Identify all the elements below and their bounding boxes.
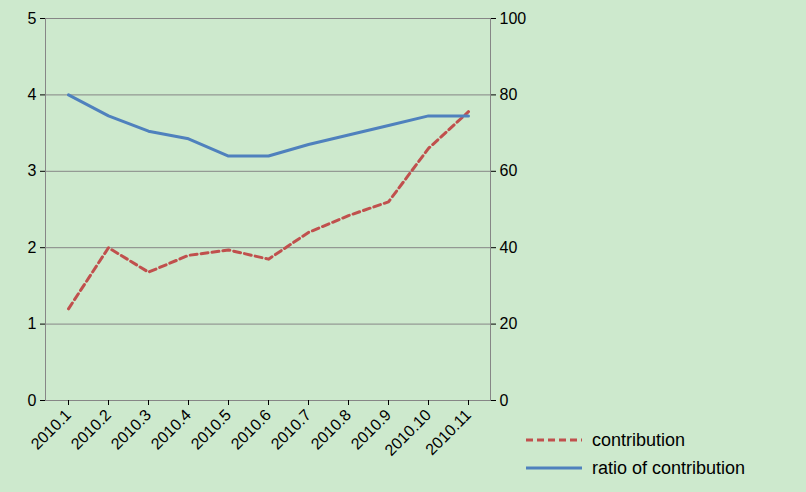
svg-text:2010.7: 2010.7 (268, 406, 315, 453)
html-text:ratio of contribution: ratio of contribution (592, 457, 746, 478)
svg-text:0: 0 (28, 392, 37, 409)
svg-text:1: 1 (28, 315, 37, 332)
svg-text:0: 0 (500, 392, 509, 409)
svg-text:100: 100 (500, 10, 527, 27)
svg-text:2010.9: 2010.9 (347, 406, 395, 453)
svg-text:2010.8: 2010.8 (308, 406, 355, 453)
svg-text:2010.10: 2010.10 (381, 406, 435, 459)
svg-text:2: 2 (28, 239, 37, 256)
svg-text:2010.4: 2010.4 (148, 406, 195, 453)
svg-text:2010.2: 2010.2 (68, 406, 115, 453)
svg-text:3: 3 (28, 162, 37, 179)
svg-text:2010.6: 2010.6 (228, 406, 275, 453)
svg-text:20: 20 (500, 315, 518, 332)
svg-text:40: 40 (500, 239, 518, 256)
svg-text:2010.5: 2010.5 (188, 406, 235, 453)
svg-text:2010.3: 2010.3 (108, 406, 155, 453)
svg-text:2010.1: 2010.1 (28, 406, 75, 453)
svg-text:2010.11: 2010.11 (422, 406, 474, 458)
svg-text:80: 80 (500, 86, 518, 103)
html-text:contribution: contribution (592, 429, 686, 450)
svg-text:60: 60 (500, 162, 518, 179)
svg-text:4: 4 (28, 86, 37, 103)
svg-text:5: 5 (28, 10, 37, 27)
